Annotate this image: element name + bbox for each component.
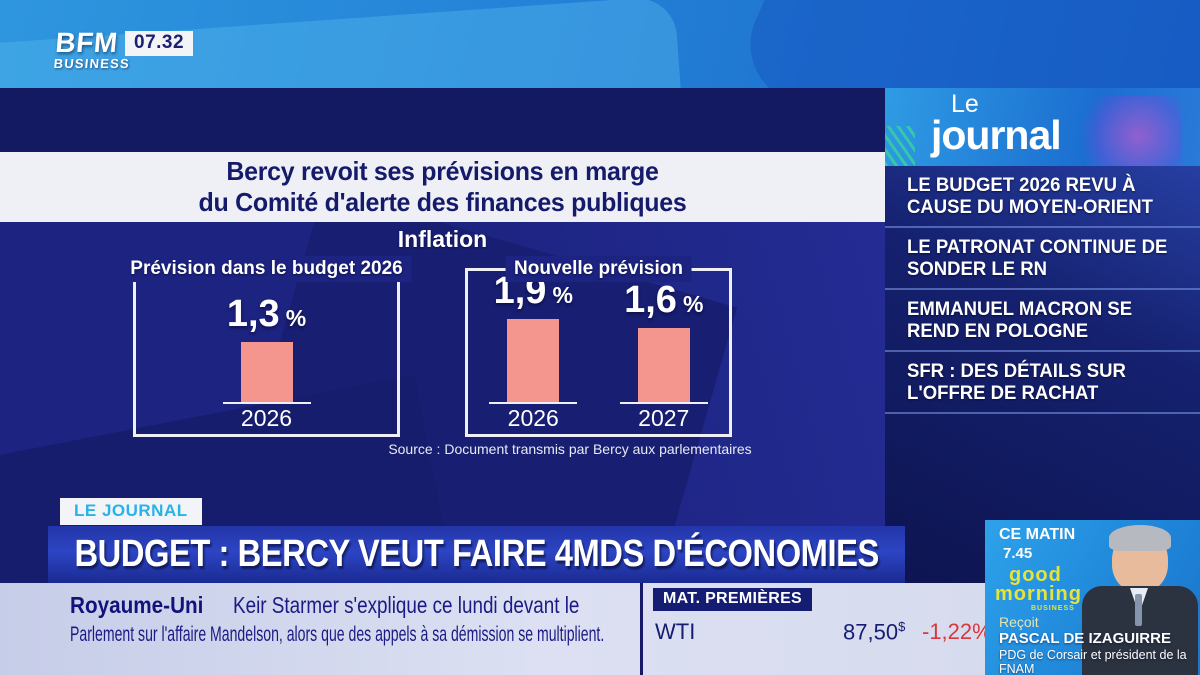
main-headline-text: BUDGET : BERCY VEUT FAIRE 4MDS D'ÉCONOMI… [74, 533, 879, 575]
ticker-topic: Royaume-Uni [70, 592, 204, 618]
infographic-title-line2: du Comité d'alerte des finances publique… [198, 187, 687, 217]
good-morning-logo: morning [995, 583, 1082, 605]
le-journal-logo-block: Le journal [885, 88, 1200, 166]
guest-title: PDG de Corsair et président de la FNAM [999, 648, 1189, 675]
market-symbol: WTI [655, 619, 696, 644]
main-headline-banner: BUDGET : BERCY VEUT FAIRE 4MDS D'ÉCONOMI… [48, 526, 905, 583]
currency-symbol: $ [898, 619, 906, 634]
bar-column: 1,6% 2027 [619, 271, 708, 434]
ticker-line-1: Royaume-Uni Keir Starmer s'explique ce l… [70, 592, 655, 619]
bar-value: 1,6 [624, 279, 677, 321]
ticker-divider [640, 583, 643, 675]
le-journal-logo-top: Le [951, 90, 979, 118]
guest-time: 7.45 [1003, 545, 1033, 562]
guest-receives-label: Reçoit [999, 614, 1039, 630]
sidebar-headline-1: LE BUDGET 2026 REVU À CAUSE DU MOYEN-ORI… [885, 166, 1200, 228]
top-header: BFM BUSINESS 07.32 [0, 0, 1200, 88]
headline-text: LE BUDGET 2026 REVU À CAUSE DU MOYEN-ORI… [907, 174, 1153, 218]
chart-source: Source : Document transmis par Bercy aux… [388, 441, 752, 457]
bar-value-label: 1,6% [624, 280, 703, 324]
good-morning-logo: good [1009, 564, 1062, 586]
striped-corner-decoration [885, 126, 915, 166]
bar-baseline [489, 402, 578, 404]
headline-text: LE PATRONAT CONTINUE DE SONDER LE RN [907, 236, 1168, 280]
market-price: 87,50$ [843, 619, 905, 645]
markets-section-badge: MAT. PREMIÈRES [653, 588, 813, 611]
guest-panel: CE MATIN 7.45 good morning BUSINESS Reço… [985, 520, 1200, 675]
sidebar-headline-4: SFR : DES DÉTAILS SUR L'OFFRE DE RACHAT [885, 352, 1200, 414]
guest-when: CE MATIN [999, 526, 1076, 543]
sidebar-headline-2: LE PATRONAT CONTINUE DE SONDER LE RN [885, 228, 1200, 290]
navy-strip [0, 88, 885, 152]
panel-label: Nouvelle prévision [505, 256, 692, 282]
market-change: -1,22% [922, 619, 992, 644]
bar-column: 1,9% 2026 [489, 271, 578, 434]
bar-value-label: 1,3% [227, 294, 306, 338]
guest-name: PASCAL DE IZAGUIRRE [999, 630, 1171, 647]
bar-unit: % [285, 305, 307, 331]
infographic-title-banner: Bercy revoit ses prévisions en marge du … [0, 152, 885, 222]
bar-year-label: 2026 [507, 405, 559, 431]
bar-unit: % [552, 282, 573, 308]
bar-2026-budget [240, 342, 293, 402]
guest-title-line1: PDG de Corsair et président de la [999, 648, 1187, 662]
sidebar-headline-3: EMMANUEL MACRON SE REND EN POLOGNE [885, 290, 1200, 352]
guest-head [1109, 525, 1171, 592]
le-journal-logo-bottom: journal [931, 112, 1062, 158]
guest-tie [1135, 594, 1142, 626]
price-value: 87,50 [843, 619, 899, 645]
bfm-business-logo: BFM BUSINESS [53, 27, 133, 71]
channel-subname: BUSINESS [53, 56, 131, 71]
guest-title-line2: FNAM [999, 662, 1035, 675]
ticker-text: Keir Starmer s'explique ce lundi devant … [232, 592, 580, 618]
bar-2026-new [507, 319, 560, 403]
bar-value: 1,3 [226, 293, 280, 335]
chart-panel-budget-2026: Prévision dans le budget 2026 1,3% 2026 [121, 256, 412, 437]
bar-year-label: 2027 [638, 405, 690, 431]
good-morning-logo-sub: BUSINESS [1031, 605, 1075, 612]
ticker-line-2: Parlement sur l'affaire Mandelson, alors… [70, 623, 605, 646]
bar-year-label: 2026 [240, 405, 293, 431]
bar-2027-new [637, 328, 690, 402]
sidebar-headlines: LE BUDGET 2026 REVU À CAUSE DU MOYEN-ORI… [885, 166, 1200, 414]
chart-panel-nouvelle-prevision: Nouvelle prévision 1,9% 2026 1,6% [465, 256, 732, 437]
le-journal-sidebar: Le journal LE BUDGET 2026 REVU À CAUSE D… [885, 88, 1200, 583]
guest-photo [1080, 520, 1200, 675]
headline-text: SFR : DES DÉTAILS SUR L'OFFRE DE RACHAT [907, 360, 1126, 404]
headline-text: EMMANUEL MACRON SE REND EN POLOGNE [907, 298, 1133, 342]
channel-name: BFM [54, 27, 120, 58]
bar-column: 1,3% 2026 [222, 271, 311, 434]
news-ticker: Royaume-Uni Keir Starmer s'explique ce l… [0, 583, 985, 675]
clock: 07.32 [125, 31, 194, 56]
bar-baseline [222, 402, 311, 404]
chart-subtitle: Inflation [397, 226, 488, 252]
bar-baseline [619, 402, 708, 404]
panel-label: Prévision dans le budget 2026 [121, 256, 412, 282]
bar-unit: % [682, 291, 704, 317]
infographic-title-line1: Bercy revoit ses prévisions en marge [226, 156, 659, 186]
le-journal-tag: LE JOURNAL [60, 498, 202, 525]
